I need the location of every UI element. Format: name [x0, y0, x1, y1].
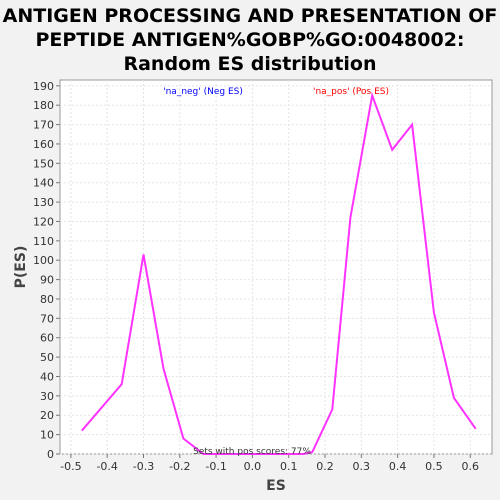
x-tick-label: 0.4 [389, 460, 407, 473]
chart-title-line-3: Random ES distribution [123, 53, 376, 75]
y-tick-label: 190 [33, 80, 54, 93]
axis-ticks: -0.5 -0.4 -0.3 -0.2 -0.1 0.0 0.1 0.2 0.3 0.4 0.5 0.… [33, 80, 479, 473]
x-tick-label: -0.4 [96, 460, 117, 473]
x-tick-label: 0.2 [316, 460, 334, 473]
es-distribution-line [81, 91, 477, 455]
x-tick-label: 0.6 [461, 460, 479, 473]
y-tick-label: 0 [47, 448, 54, 461]
x-tick-label: -0.2 [169, 460, 190, 473]
y-tick-label: 40 [40, 370, 54, 383]
y-axis-label: P(ES) [13, 246, 29, 289]
y-tick-label: 50 [40, 351, 54, 364]
y-tick-label: 180 [33, 99, 54, 112]
y-tick-label: 140 [33, 177, 54, 190]
y-tick-label: 110 [33, 235, 54, 248]
y-tick-label: 70 [40, 312, 54, 325]
x-tick-label: -0.5 [60, 460, 81, 473]
legend-neg-es: 'na_neg' (Neg ES) [163, 87, 243, 97]
y-tick-label: 160 [33, 138, 54, 151]
chart-title-line-2: PEPTIDE ANTIGEN%GOBP%GO:0048002: [35, 29, 464, 51]
x-tick-label: 0.5 [425, 460, 443, 473]
y-tick-label: 80 [40, 293, 54, 306]
y-tick-label: 120 [33, 215, 54, 228]
y-tick-label: 150 [33, 157, 54, 170]
legend-pos-es: 'na_pos' (Pos ES) [313, 87, 389, 97]
chart-title-line-1: ANTIGEN PROCESSING AND PRESENTATION OF [3, 5, 498, 27]
series-layer [81, 91, 477, 455]
x-tick-label: -0.3 [133, 460, 154, 473]
x-tick-label: 0.0 [244, 460, 262, 473]
y-tick-label: 20 [40, 409, 54, 422]
plot-area [59, 79, 493, 455]
y-tick-label: 10 [40, 429, 54, 442]
y-tick-label: 130 [33, 196, 54, 209]
x-tick-label: 0.1 [280, 460, 298, 473]
x-tick-label: -0.1 [205, 460, 226, 473]
y-tick-label: 30 [40, 390, 54, 403]
y-tick-label: 100 [33, 254, 54, 267]
x-tick-label: 0.3 [353, 460, 371, 473]
x-axis-label: ES [266, 478, 286, 494]
y-tick-label: 90 [40, 274, 54, 287]
y-tick-label: 60 [40, 332, 54, 345]
y-tick-label: 170 [33, 119, 54, 132]
pos-scores-annotation: Sets with pos scores: 77% [193, 447, 311, 457]
